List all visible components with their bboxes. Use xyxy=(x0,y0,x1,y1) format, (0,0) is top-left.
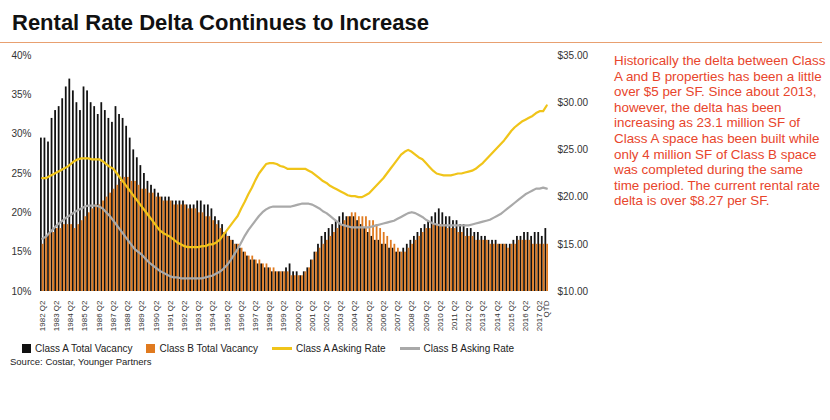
svg-text:1990 Q2: 1990 Q2 xyxy=(152,300,161,331)
svg-text:2011 Q2: 2011 Q2 xyxy=(450,300,459,331)
svg-text:2003 Q2: 2003 Q2 xyxy=(336,300,345,331)
html-text:Class A Asking Rate: Class A Asking Rate xyxy=(296,343,386,354)
svg-text:1995 Q2: 1995 Q2 xyxy=(223,300,232,331)
svg-text:30%: 30% xyxy=(11,128,31,139)
svg-text:40%: 40% xyxy=(11,50,31,61)
svg-text:2017 Q2: 2017 Q2 xyxy=(535,300,545,332)
svg-text:20%: 20% xyxy=(11,207,31,218)
svg-text:2005 Q2: 2005 Q2 xyxy=(365,300,374,331)
svg-text:$10.00: $10.00 xyxy=(558,286,589,297)
svg-text:1999 Q2: 1999 Q2 xyxy=(279,300,288,331)
svg-text:2016 Q2: 2016 Q2 xyxy=(521,300,530,331)
svg-text:$35.00: $35.00 xyxy=(558,50,589,61)
svg-text:1986 Q2: 1986 Q2 xyxy=(95,300,104,331)
svg-text:2000 Q2: 2000 Q2 xyxy=(294,300,303,331)
html-text:Rental Rate Delta Continues to: Rental Rate Delta Continues to Increase xyxy=(12,10,429,35)
svg-text:1989 Q2: 1989 Q2 xyxy=(137,300,146,331)
svg-text:1991 Q2: 1991 Q2 xyxy=(166,300,175,331)
svg-text:1998 Q2: 1998 Q2 xyxy=(265,300,274,331)
svg-text:2013 Q2: 2013 Q2 xyxy=(478,300,487,331)
svg-text:1996 Q2: 1996 Q2 xyxy=(237,300,246,331)
svg-text:1985 Q2: 1985 Q2 xyxy=(80,300,89,331)
svg-text:2012 Q2: 2012 Q2 xyxy=(464,300,473,331)
svg-text:1997 Q2: 1997 Q2 xyxy=(251,300,260,331)
html-text:Class B Asking Rate: Class B Asking Rate xyxy=(423,343,515,354)
svg-text:$15.00: $15.00 xyxy=(558,239,589,250)
svg-text:35%: 35% xyxy=(11,89,31,100)
html-text:Historically the delta between: Historically the delta between Class A a… xyxy=(614,53,826,209)
svg-text:1994 Q2: 1994 Q2 xyxy=(208,300,217,331)
svg-text:2006 Q2: 2006 Q2 xyxy=(379,300,388,331)
svg-text:15%: 15% xyxy=(11,246,31,257)
svg-text:$25.00: $25.00 xyxy=(558,144,589,155)
html-text:Class B Total Vacancy: Class B Total Vacancy xyxy=(159,343,258,354)
svg-text:2008 Q2: 2008 Q2 xyxy=(407,300,416,331)
svg-text:2014 Q2: 2014 Q2 xyxy=(493,300,502,331)
svg-text:1983 Q2: 1983 Q2 xyxy=(52,300,61,331)
svg-text:2015 Q2: 2015 Q2 xyxy=(507,300,516,331)
svg-text:10%: 10% xyxy=(11,286,31,297)
svg-text:2009 Q2: 2009 Q2 xyxy=(422,300,431,331)
svg-text:$20.00: $20.00 xyxy=(558,191,589,202)
svg-text:2001 Q2: 2001 Q2 xyxy=(308,300,317,331)
svg-text:1988 Q2: 1988 Q2 xyxy=(123,300,132,331)
svg-text:2007 Q2: 2007 Q2 xyxy=(393,300,402,331)
svg-text:2004 Q2: 2004 Q2 xyxy=(350,300,359,331)
svg-text:25%: 25% xyxy=(11,168,31,179)
svg-text:2010 Q2: 2010 Q2 xyxy=(436,300,445,331)
svg-text:2002 Q2: 2002 Q2 xyxy=(322,300,331,331)
svg-text:1987 Q2: 1987 Q2 xyxy=(109,300,118,331)
html-text:Source: Costar, Younger Partne: Source: Costar, Younger Partners xyxy=(10,356,152,367)
html-text:Class A Total Vacancy: Class A Total Vacancy xyxy=(35,343,133,354)
svg-text:1992 Q2: 1992 Q2 xyxy=(180,300,189,331)
svg-text:1982 Q2: 1982 Q2 xyxy=(38,300,47,331)
svg-text:1993 Q2: 1993 Q2 xyxy=(194,300,203,331)
svg-text:$30.00: $30.00 xyxy=(558,97,589,108)
svg-text:QTD: QTD xyxy=(542,300,551,317)
svg-text:1984 Q2: 1984 Q2 xyxy=(66,300,75,331)
